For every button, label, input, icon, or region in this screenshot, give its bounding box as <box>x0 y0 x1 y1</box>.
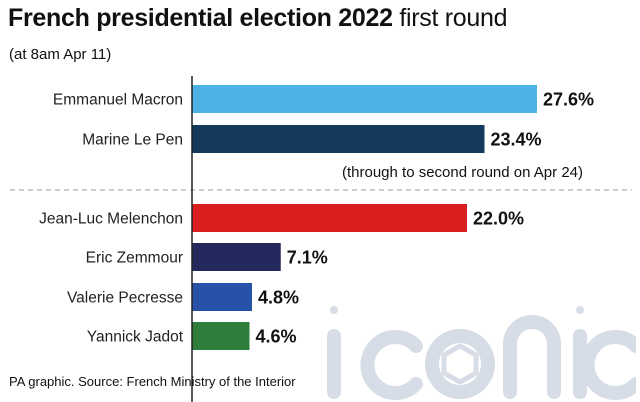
category-label: Marine Le Pen <box>82 132 183 149</box>
bar <box>192 243 281 271</box>
chart-subtitle: (at 8am Apr 11) <box>9 46 112 63</box>
category-label: Valerie Pecresse <box>67 290 183 307</box>
value-label: 4.8% <box>258 288 299 308</box>
chart-title-rest: first round <box>399 4 508 32</box>
category-label: Eric Zemmour <box>86 250 183 267</box>
value-label: 4.6% <box>256 327 297 347</box>
bar <box>192 322 250 350</box>
category-label: Jean-Luc Melenchon <box>39 211 183 228</box>
value-label: 7.1% <box>287 248 328 268</box>
chart-title: French presidential election 2022 first … <box>8 3 508 33</box>
bar <box>192 283 252 311</box>
bar <box>192 125 485 153</box>
value-label: 27.6% <box>543 90 594 110</box>
iconic-watermark-logo <box>327 306 636 400</box>
bar <box>192 85 537 113</box>
chart-title-bold: French presidential election 2022 <box>8 4 393 32</box>
value-label: 23.4% <box>491 130 542 150</box>
value-label: 22.0% <box>473 209 524 229</box>
bar <box>192 204 467 232</box>
second-round-note: (through to second round on Apr 24) <box>342 164 583 181</box>
category-label: Yannick Jadot <box>87 329 184 346</box>
category-label: Emmanuel Macron <box>53 92 183 109</box>
source-credit: PA graphic. Source: French Ministry of t… <box>9 374 296 389</box>
